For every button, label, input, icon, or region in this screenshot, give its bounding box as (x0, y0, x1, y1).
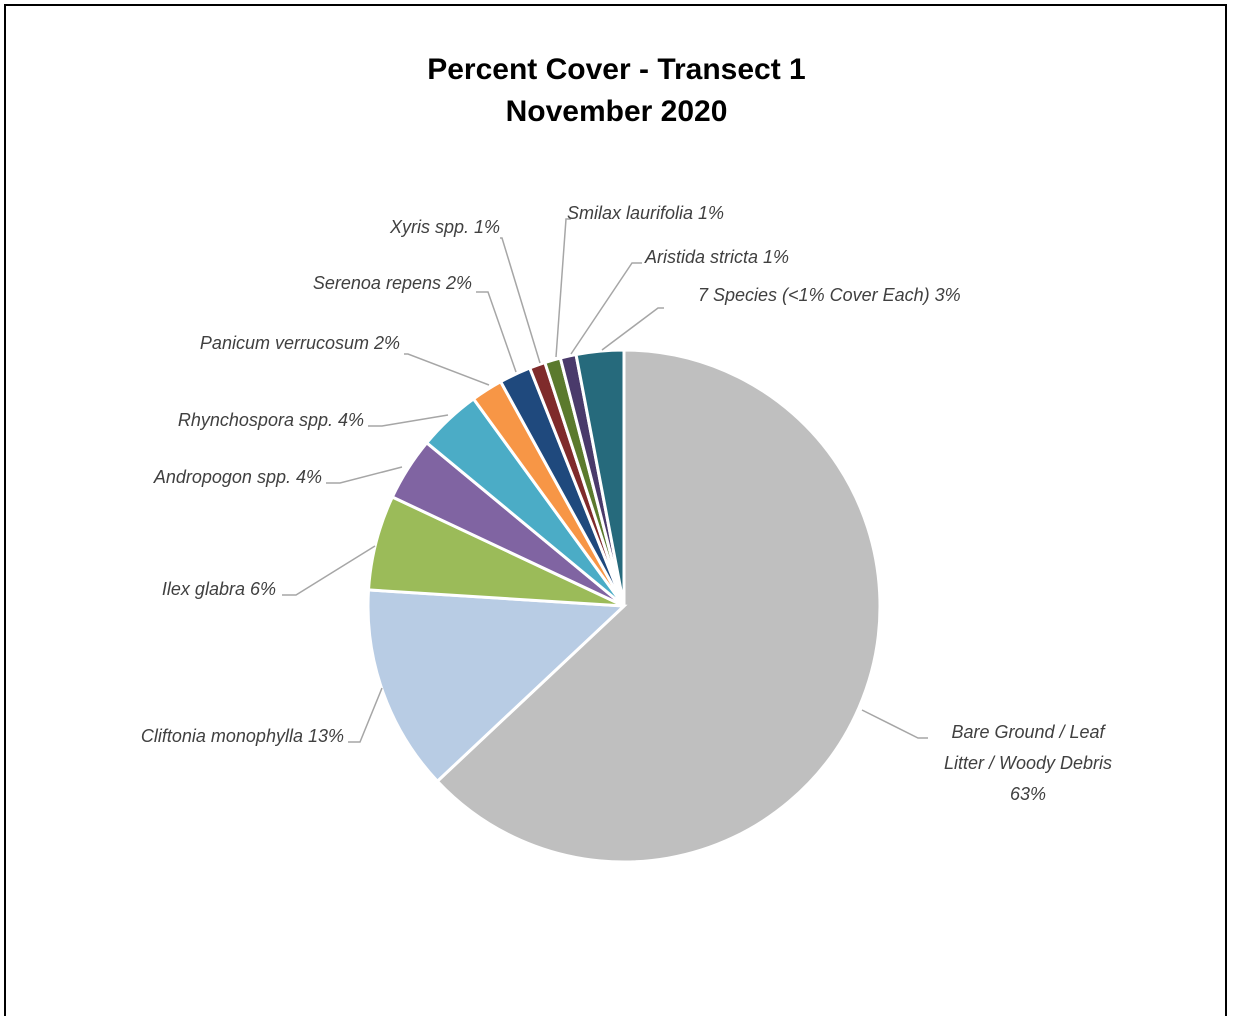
pie-slice (574, 348, 626, 607)
slice-label-line: Litter / Woody Debris (944, 753, 1112, 773)
slice-label-line: 7 Species (<1% Cover Each) 3% (698, 285, 961, 305)
slice-label: Cliftonia monophylla 13% (141, 726, 344, 746)
slice-label-line: 63% (1010, 784, 1046, 804)
leader-line (348, 687, 383, 743)
leader-lines (282, 218, 928, 743)
slice-label-line: Bare Ground / Leaf (951, 722, 1106, 742)
slice-labels: Bare Ground / Leaf Litter / Woody Debris 6… (141, 203, 1112, 804)
pie-slice (366, 588, 628, 784)
leader-line (500, 237, 541, 364)
slice-label-line: Panicum verrucosum 2% (200, 333, 400, 353)
chart-subtitle: November 2020 (505, 95, 728, 128)
slice-label-line: Aristida stricta 1% (644, 247, 789, 267)
slice-label: Smilax laurifolia 1% (567, 203, 724, 223)
leader-line (326, 466, 403, 484)
leader-line (404, 353, 490, 386)
pie-slices (366, 348, 882, 864)
slice-label: Panicum verrucosum 2% (200, 333, 400, 353)
slice-label-line: Andropogon spp. 4% (153, 467, 322, 487)
leader-line (555, 218, 571, 358)
slice-label-line: Rhynchospora spp. 4% (178, 410, 364, 430)
slice-label: 7 Species (<1% Cover Each) 3% (698, 285, 961, 305)
slice-label-line: Smilax laurifolia 1% (567, 203, 724, 223)
leader-line (570, 262, 642, 355)
slice-label: Serenoa repens 2% (313, 273, 472, 293)
leader-line (368, 414, 449, 427)
leader-line (282, 545, 376, 596)
slice-label: Xyris spp. 1% (389, 217, 500, 237)
slice-label-line: Ilex glabra 6% (162, 579, 276, 599)
slice-label-line: Serenoa repens 2% (313, 273, 472, 293)
leader-line (861, 709, 928, 739)
slice-label: Ilex glabra 6% (162, 579, 276, 599)
pie-slice (435, 348, 882, 864)
chart-title: Percent Cover - Transect 1 (427, 53, 806, 86)
slice-label-line: Xyris spp. 1% (389, 217, 500, 237)
slice-label: Aristida stricta 1% (644, 247, 789, 267)
leader-line (476, 291, 517, 373)
slice-label-line: Cliftonia monophylla 13% (141, 726, 344, 746)
slice-label: Rhynchospora spp. 4% (178, 410, 364, 430)
slice-label: Bare Ground / Leaf Litter / Woody Debris 6… (944, 722, 1112, 804)
leader-line (601, 307, 664, 351)
slice-label: Andropogon spp. 4% (153, 467, 322, 487)
